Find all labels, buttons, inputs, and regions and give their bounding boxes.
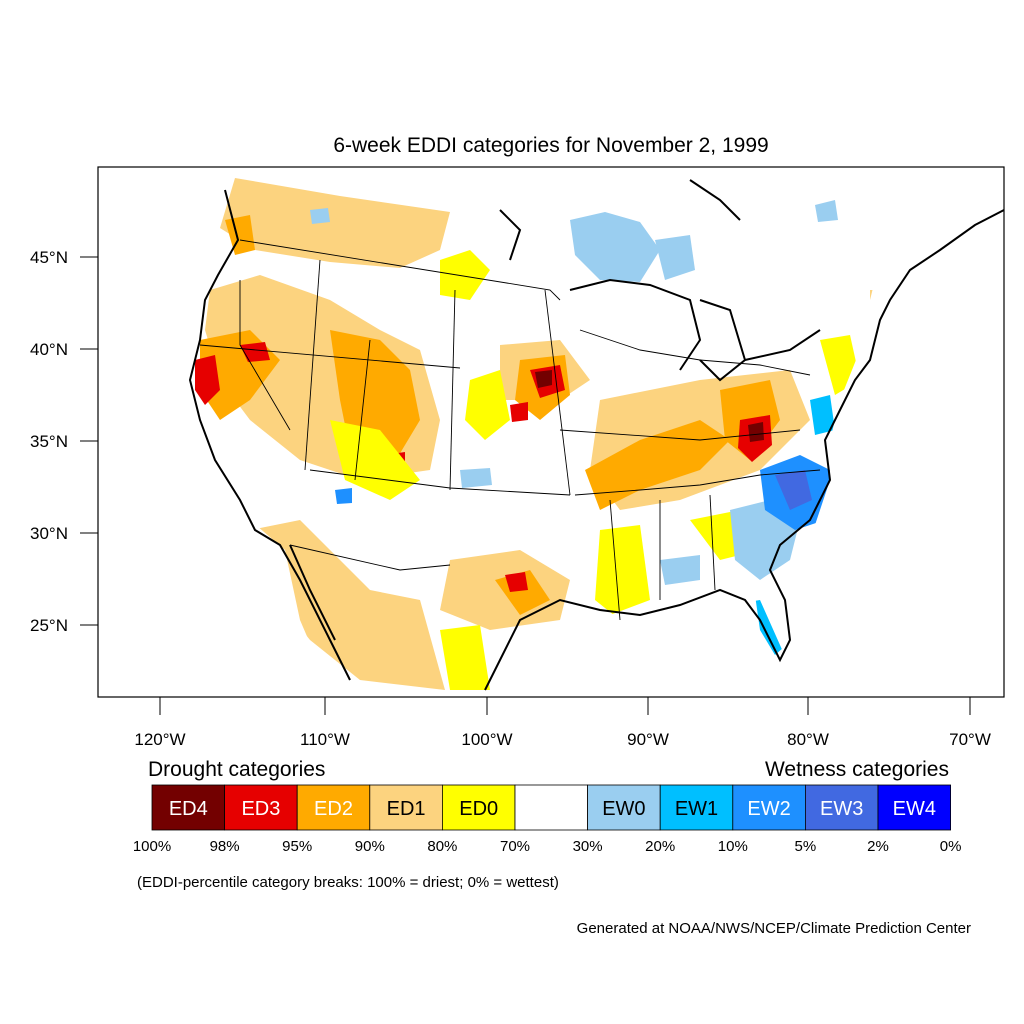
legend-swatch-label: ED4 (169, 798, 208, 820)
legend-break-label: 20% (645, 838, 675, 855)
latitude-axis: 45°N 40°N 35°N 30°N 25°N (30, 248, 98, 635)
legend-break-label: 10% (718, 838, 748, 855)
legend-break-label: 80% (427, 838, 457, 855)
legend-swatch (441, 784, 516, 831)
map-title: 6-week EDDI categories for November 2, 1… (333, 134, 768, 157)
legend-swatch (732, 784, 806, 831)
legend-break-label: 90% (355, 838, 385, 855)
legend-break-label: 2% (867, 838, 889, 855)
ed4-regions (535, 370, 764, 442)
legend-breaks: 100% 98% 95% 90% 80% 70% 30% 20% 10% 5% 2% 0% (133, 838, 962, 855)
legend-swatch (369, 784, 443, 831)
lon-tick-label: 100°W (461, 730, 512, 749)
map-frame (97, 166, 1005, 698)
coastlines (188, 189, 1004, 691)
legend-swatch (659, 784, 734, 831)
lat-tick-label: 35°N (30, 432, 68, 451)
credit-line: Generated at NOAA/NWS/NCEP/Climate Predi… (577, 920, 971, 937)
lon-tick-label: 110°W (300, 730, 350, 749)
legend-swatch (514, 784, 588, 831)
map-panel (98, 167, 1004, 697)
legend-break-label: 98% (210, 838, 240, 855)
category-legend: Drought categories Wetness categories ED… (133, 758, 962, 891)
ew0-regions (310, 200, 838, 585)
ed0-regions (330, 250, 860, 690)
legend-break-label: 95% (282, 838, 312, 855)
lat-tick-label: 45°N (30, 248, 68, 267)
legend-swatch-label: ED1 (387, 798, 426, 820)
state-borders (199, 239, 821, 621)
legend-swatch (587, 784, 661, 831)
lat-tick-label: 25°N (30, 616, 68, 635)
legend-swatch-label: EW3 (820, 798, 863, 820)
legend-break-label: 100% (133, 838, 171, 855)
ocean-mask (98, 167, 1004, 697)
lon-tick-label: 80°W (787, 730, 829, 749)
legend-swatches: ED4 ED3 ED2 ED1 ED0 EW0 EW1 EW2 EW3 EW4 (151, 784, 951, 831)
lon-tick-label: 120°W (134, 730, 185, 749)
legend-break-label: 30% (573, 838, 603, 855)
legend-swatch-label: ED3 (241, 798, 280, 820)
wetness-heading: Wetness categories (765, 758, 949, 781)
lon-tick-label: 70°W (949, 730, 991, 749)
legend-swatch-label: ED2 (314, 798, 353, 820)
legend-swatch (877, 784, 951, 831)
longitude-axis: 120°W 110°W 100°W 90°W 80°W 70°W (134, 697, 991, 749)
drought-heading: Drought categories (148, 758, 325, 781)
legend-swatch-label: EW4 (893, 798, 936, 820)
legend-swatch (151, 784, 225, 831)
legend-swatch-label: EW2 (747, 798, 790, 820)
great-lakes (499, 179, 821, 382)
legend-swatch-label: EW1 (675, 798, 718, 820)
category-note: (EDDI-percentile category breaks: 100% =… (137, 874, 559, 891)
legend-swatch-label: EW0 (602, 798, 645, 820)
legend-break-label: 0% (940, 838, 962, 855)
legend-swatch-label: ED0 (459, 798, 498, 820)
lat-tick-label: 30°N (30, 524, 68, 543)
legend-swatch (296, 784, 371, 831)
lon-tick-label: 90°W (627, 730, 669, 749)
legend-break-label: 5% (795, 838, 817, 855)
lat-tick-label: 40°N (30, 340, 68, 359)
legend-swatch (224, 784, 298, 831)
legend-break-label: 70% (500, 838, 530, 855)
